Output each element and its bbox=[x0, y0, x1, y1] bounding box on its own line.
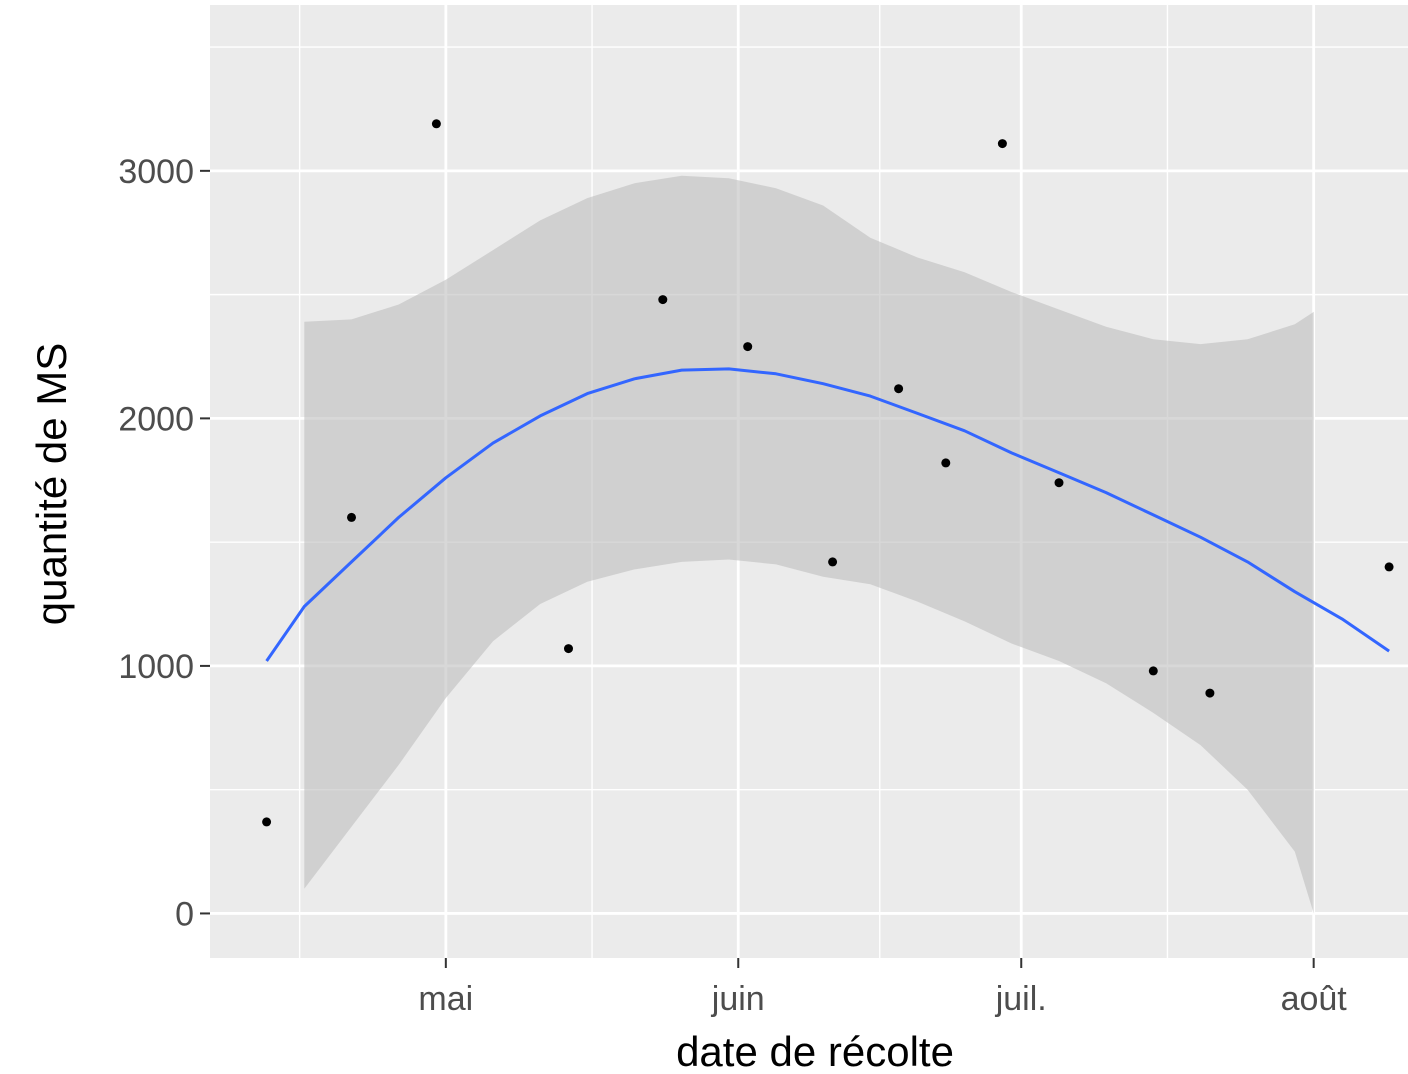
y-tick-label: 2000 bbox=[118, 400, 194, 438]
data-point bbox=[828, 557, 838, 567]
data-point bbox=[1054, 478, 1064, 488]
y-axis: 0 1000 2000 3000 bbox=[118, 153, 210, 933]
x-axis-title: date de récolte bbox=[676, 1028, 954, 1074]
x-axis: mai juin juil. août bbox=[418, 958, 1347, 1018]
data-point bbox=[347, 512, 356, 522]
data-points bbox=[262, 119, 1394, 827]
y-tick-label: 1000 bbox=[118, 648, 194, 686]
y-axis-title: quantité de MS bbox=[28, 343, 75, 626]
x-tick-label: août bbox=[1281, 980, 1348, 1018]
smooth-line bbox=[265, 367, 1390, 662]
data-point bbox=[941, 458, 951, 468]
data-point bbox=[658, 295, 668, 305]
data-point bbox=[1205, 688, 1215, 698]
y-tick-label: 0 bbox=[175, 895, 194, 933]
data-point bbox=[262, 817, 272, 827]
x-tick-label: mai bbox=[418, 980, 473, 1018]
confidence-ribbon bbox=[304, 175, 1314, 914]
data-point bbox=[997, 139, 1007, 149]
x-tick-label: juin bbox=[711, 980, 765, 1018]
data-point bbox=[564, 644, 573, 654]
data-point bbox=[743, 342, 753, 352]
x-tick-label: juil. bbox=[995, 980, 1047, 1018]
data-point bbox=[894, 384, 904, 394]
data-point bbox=[1384, 562, 1394, 572]
data-point bbox=[1148, 666, 1158, 676]
y-tick-label: 3000 bbox=[118, 153, 194, 191]
data-point bbox=[431, 119, 441, 129]
